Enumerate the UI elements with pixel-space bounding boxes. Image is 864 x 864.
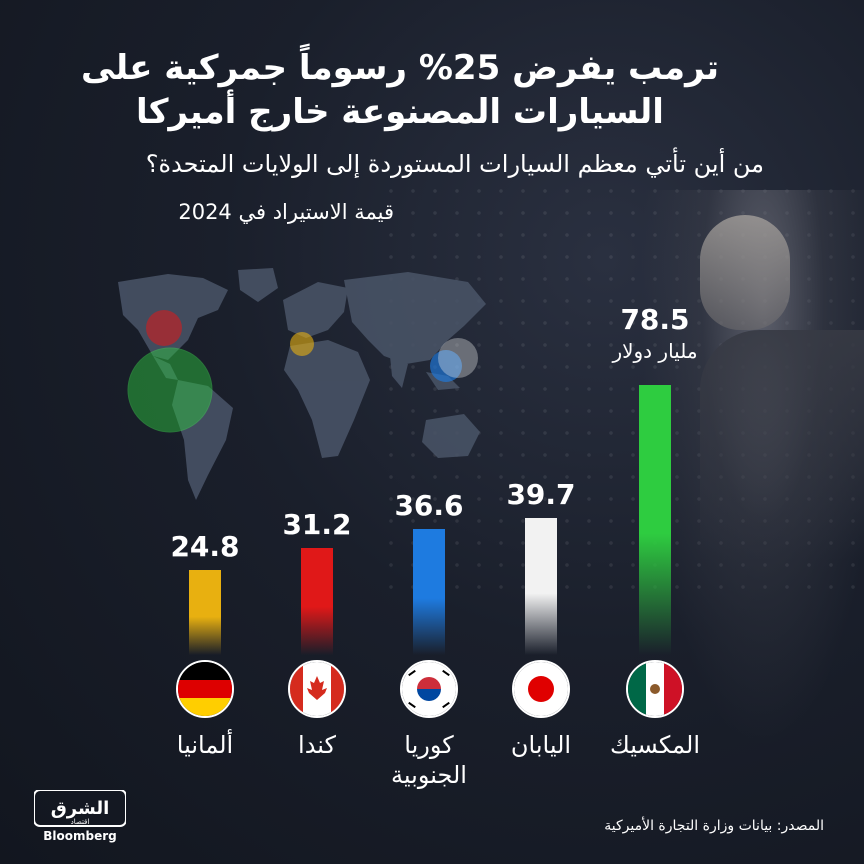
bubble-korea — [430, 350, 462, 382]
country-label-japan: اليابان — [471, 730, 611, 760]
flag-japan-icon — [512, 660, 570, 718]
bubble-mexico — [127, 347, 213, 433]
value-label-korea: 36.6 — [394, 489, 464, 523]
asharq-logo: الشرق اقتصاد Bloomberg — [34, 790, 126, 843]
map-india — [390, 356, 408, 388]
page-title: ترمب يفرض 25% رسوماً جمركية على السيارات… — [40, 46, 760, 134]
value-label-japan: 39.7 — [506, 478, 576, 512]
value-label-germany: 24.8 — [170, 529, 240, 563]
country-label-line: المكسيك — [610, 731, 700, 759]
world-map — [118, 268, 486, 500]
country-label-germany: ألمانيا — [135, 730, 275, 760]
map-south-america — [172, 380, 233, 500]
country-label-korea: كوريا الجنوبية — [359, 730, 499, 790]
country-label-mexico: المكسيك — [585, 730, 725, 760]
bubble-japan — [438, 338, 478, 378]
logo-main-text: الشرق — [51, 798, 110, 819]
bar-mexico — [639, 385, 671, 655]
map-central-america — [153, 356, 178, 380]
flag-germany-icon — [176, 660, 234, 718]
value-label-canada: 31.2 — [282, 507, 352, 541]
portrait-head — [700, 215, 790, 330]
country-label-line: كوريا — [404, 731, 454, 759]
flag-canada-icon — [288, 660, 346, 718]
map-africa — [284, 340, 370, 458]
portrait-suit — [700, 330, 864, 560]
bar-japan — [525, 518, 557, 655]
title-line-1: ترمب يفرض 25% رسوماً جمركية على — [80, 48, 720, 88]
map-europe — [283, 282, 348, 338]
bar-canada — [301, 547, 333, 655]
source-note: المصدر: بيانات وزارة التجارة الأميركية — [604, 818, 824, 834]
country-label-line: الجنوبية — [391, 761, 467, 789]
flag-mexico-icon — [626, 660, 684, 718]
value-label-mexico: 78.5 — [620, 303, 690, 336]
subtitle: من أين تأتي معظم السيارات المستوردة إلى … — [145, 150, 764, 178]
logo-sub-text: اقتصاد — [71, 818, 90, 826]
country-label-line: اليابان — [510, 731, 572, 759]
unit-label: مليار دولار — [612, 339, 698, 363]
bubble-germany — [290, 332, 314, 356]
map-greenland — [238, 268, 278, 302]
title-line-2: السيارات المصنوعة خارج أميركا — [136, 92, 664, 132]
bar-korea — [413, 529, 445, 655]
country-label-canada: كندا — [247, 730, 387, 760]
country-label-line: كندا — [298, 731, 336, 759]
flag-south-korea-icon — [400, 660, 458, 718]
map-australia — [422, 414, 480, 458]
logo-brand-text: Bloomberg — [43, 829, 117, 843]
bar-germany — [189, 569, 221, 655]
bubble-canada — [146, 310, 182, 346]
country-label-line: ألمانيا — [176, 731, 234, 759]
chart-subtitle: قيمة الاستيراد في 2024 — [178, 200, 394, 224]
map-asia — [344, 272, 486, 364]
